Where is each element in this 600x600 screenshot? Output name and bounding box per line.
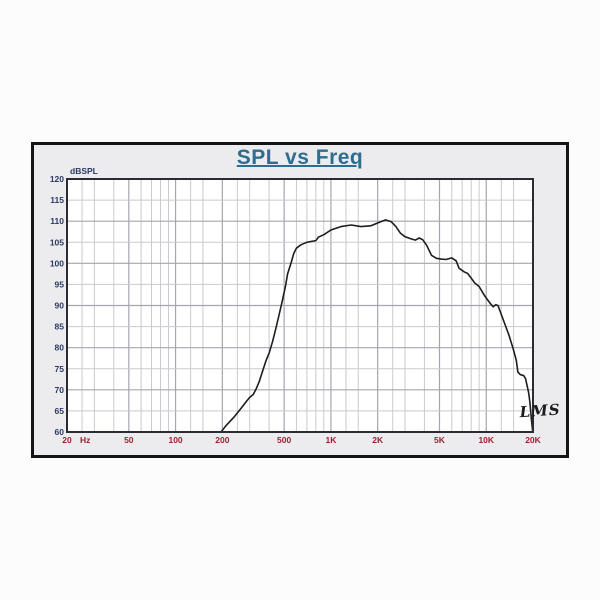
y-tick-label: 95 bbox=[55, 279, 65, 289]
x-axis-unit-label: Hz bbox=[80, 435, 90, 445]
y-axis-tick-labels: 120 115 110 105 100 95 90 85 80 75 70 65 60 bbox=[50, 174, 64, 437]
x-tick-label: 100 bbox=[168, 435, 182, 445]
y-tick-label: 110 bbox=[50, 216, 64, 226]
y-tick-label: 120 bbox=[50, 174, 64, 184]
lms-signature: LMS bbox=[518, 400, 561, 421]
x-tick-label: 20K bbox=[525, 435, 541, 445]
x-tick-label: 500 bbox=[277, 435, 291, 445]
plot-border bbox=[66, 178, 534, 433]
y-axis-unit-label: dBSPL bbox=[70, 166, 98, 176]
y-tick-label: 90 bbox=[55, 301, 65, 311]
x-axis-tick-labels: 20 50 100 200 500 1K 2K 5K 10K 20K bbox=[62, 435, 541, 445]
chart-title: SPL vs Freq bbox=[236, 146, 364, 169]
x-tick-label: 2K bbox=[372, 435, 384, 445]
y-tick-label: 75 bbox=[55, 364, 65, 374]
y-tick-label: 85 bbox=[55, 322, 65, 332]
y-tick-label: 80 bbox=[55, 343, 65, 353]
y-tick-label: 100 bbox=[50, 258, 64, 268]
x-tick-label: 1K bbox=[325, 435, 337, 445]
y-tick-label: 65 bbox=[55, 406, 65, 416]
x-tick-label: 200 bbox=[215, 435, 229, 445]
spl-vs-freq-chart: 120 115 110 105 100 95 90 85 80 75 70 65 60 dBSPL 20 50… bbox=[50, 166, 561, 445]
y-tick-label: 60 bbox=[55, 427, 65, 437]
y-tick-label: 70 bbox=[55, 385, 65, 395]
spl-curve bbox=[220, 219, 534, 433]
x-tick-label: 20 bbox=[62, 435, 72, 445]
x-tick-label: 5K bbox=[434, 435, 446, 445]
y-tick-label: 115 bbox=[50, 195, 64, 205]
x-tick-label: 50 bbox=[124, 435, 134, 445]
chart-card: SPL vs Freq 120 115 110 105 100 95 90 85 80 75 70 6… bbox=[31, 142, 569, 458]
x-tick-label: 10K bbox=[478, 435, 494, 445]
y-tick-label: 105 bbox=[50, 237, 64, 247]
